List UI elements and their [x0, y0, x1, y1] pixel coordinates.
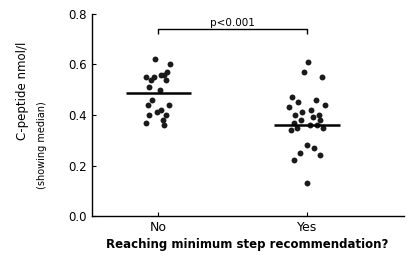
Point — [166, 103, 172, 107]
Point — [308, 108, 315, 112]
Point — [143, 120, 150, 125]
Point — [314, 123, 321, 127]
Point — [164, 70, 171, 74]
Point — [151, 75, 157, 79]
Text: p<0.001: p<0.001 — [210, 18, 255, 28]
Point — [290, 120, 297, 125]
Point — [146, 85, 153, 89]
Point — [305, 60, 312, 64]
Point — [290, 158, 297, 163]
Point — [289, 95, 295, 99]
Point — [296, 151, 303, 155]
X-axis label: Reaching minimum step recommendation?: Reaching minimum step recommendation? — [106, 238, 389, 251]
Point — [299, 110, 306, 115]
Point — [161, 123, 168, 127]
Text: C-peptide nmol/l: C-peptide nmol/l — [16, 42, 30, 140]
Point — [315, 113, 322, 117]
Point — [322, 103, 328, 107]
Point — [317, 118, 324, 122]
Point — [156, 88, 163, 92]
Point — [163, 113, 169, 117]
Point — [148, 77, 154, 82]
Point — [146, 113, 153, 117]
Point — [149, 98, 156, 102]
Point — [161, 72, 168, 77]
Point — [145, 103, 151, 107]
Point — [301, 70, 307, 74]
Point — [159, 118, 166, 122]
Point — [167, 62, 173, 67]
Point — [295, 100, 301, 104]
Point — [298, 118, 305, 122]
Point — [307, 123, 313, 127]
Point — [319, 75, 325, 79]
Point — [304, 143, 310, 147]
Point — [310, 115, 316, 120]
Point — [154, 110, 160, 115]
Point — [143, 75, 150, 79]
Point — [292, 113, 298, 117]
Point — [317, 153, 324, 158]
Point — [286, 105, 292, 110]
Point — [293, 125, 300, 130]
Point — [163, 77, 169, 82]
Point — [312, 98, 319, 102]
Point — [158, 108, 165, 112]
Text: (showing median): (showing median) — [37, 101, 47, 189]
Point — [311, 146, 318, 150]
Point — [320, 125, 327, 130]
Point — [287, 128, 294, 132]
Point — [152, 57, 159, 61]
Point — [158, 72, 165, 77]
Point — [304, 181, 310, 185]
